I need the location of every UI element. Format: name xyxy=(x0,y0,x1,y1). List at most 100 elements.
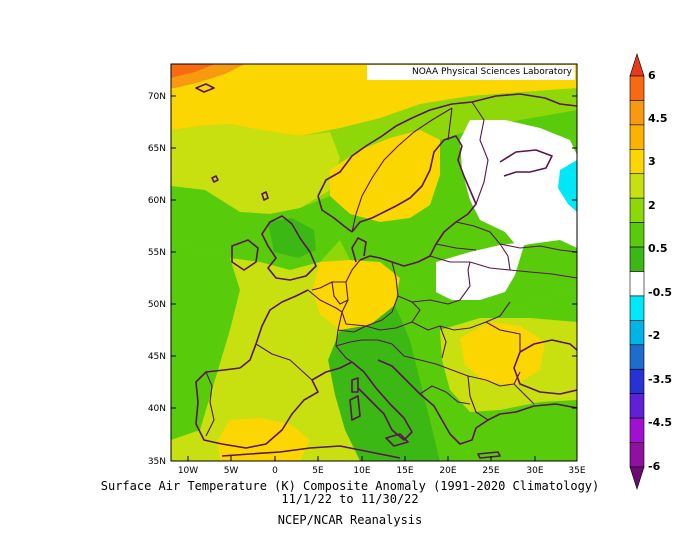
border-baltics xyxy=(429,221,501,263)
lon-label: 15E xyxy=(396,466,413,476)
coast-france-atlantic xyxy=(239,289,309,369)
colorbar-label: -3.5 xyxy=(648,373,672,386)
colorbar-label: -0.5 xyxy=(648,286,672,299)
colorbar-label: -4.5 xyxy=(648,416,672,429)
colorbar-swatch xyxy=(629,368,645,394)
coast-gulf-lion xyxy=(311,361,353,381)
map-frame xyxy=(170,63,578,462)
colorbar-min-arrow xyxy=(629,466,645,490)
lat-label: 50N xyxy=(148,300,166,310)
lon-label: 5W xyxy=(224,466,239,476)
lon-label: 5E xyxy=(312,466,324,476)
border-italy-north xyxy=(335,339,393,347)
colorbar-swatch xyxy=(629,197,645,223)
colorbar-swatch xyxy=(629,344,645,370)
colorbar-swatch xyxy=(629,295,645,321)
coast-white-sea xyxy=(499,149,553,177)
anomaly-zone-cyan-negative xyxy=(558,160,577,212)
lat-label: 35N xyxy=(148,457,166,467)
coast-shetland xyxy=(261,191,269,201)
anomaly-zone-italy-green xyxy=(328,305,440,461)
dataset-label: NCEP/NCAR Reanalysis xyxy=(277,513,423,527)
map-title: Surface Air Temperature (K) Composite An… xyxy=(100,479,600,493)
lon-label: 20E xyxy=(439,466,456,476)
border-balkans xyxy=(391,301,521,421)
lon-label: 35E xyxy=(568,466,585,476)
date-range: 11/1/22 to 11/30/22 xyxy=(281,492,419,506)
coast-adriatic xyxy=(377,359,443,421)
coast-faroe xyxy=(211,175,219,183)
anomaly-zone-central-europe-warm xyxy=(312,260,400,330)
lon-label: 10E xyxy=(353,466,370,476)
anomaly-zone-iberia-warm xyxy=(218,418,310,461)
anomaly-zone-north-warm xyxy=(171,64,577,136)
colorbar-label: 4.5 xyxy=(648,112,668,125)
lat-label: 60N xyxy=(148,196,166,206)
coast-greece xyxy=(441,411,517,445)
coast-corsica xyxy=(351,377,359,393)
border-sweden-finland xyxy=(447,107,453,141)
lat-label: 70N xyxy=(148,92,166,102)
colorbar-swatch xyxy=(629,246,645,272)
anomaly-zone-arctic-red xyxy=(171,64,215,78)
lat-label: 65N xyxy=(148,144,166,154)
border-benelux xyxy=(311,281,349,305)
latitude-labels: 70N 65N 60N 55N 50N 45N 40N 35N xyxy=(148,92,166,467)
coast-sweden-baltic xyxy=(351,135,477,233)
credit-label: NOAA Physical Sciences Laboratory xyxy=(367,65,575,80)
colorbar-swatch xyxy=(629,417,645,443)
colorbar-swatch xyxy=(629,393,645,419)
coast-blacksea xyxy=(513,339,577,395)
longitude-labels: 10W 5W 0 5E 10E 15E 20E 25E 30E 35E xyxy=(178,466,586,476)
colorbar-label: -2 xyxy=(648,329,660,342)
colorbar-label: 3 xyxy=(648,155,656,168)
lon-label: 25E xyxy=(482,466,499,476)
coast-iberia xyxy=(195,367,319,449)
colorbar-swatch xyxy=(629,124,645,150)
anomaly-zone-russia-neutral-south xyxy=(436,242,525,300)
coast-sicily xyxy=(385,433,409,447)
colorbar-swatch xyxy=(629,320,645,346)
coast-sardinia xyxy=(349,395,361,421)
lon-label: 30E xyxy=(526,466,543,476)
border-turkey xyxy=(513,383,535,405)
border-switzerland-austria xyxy=(337,301,421,333)
colorbar xyxy=(629,53,645,490)
anomaly-zone-uk-green xyxy=(268,218,316,258)
borders xyxy=(205,101,577,437)
colorbar-swatch xyxy=(629,222,645,248)
lat-label: 55N xyxy=(148,248,166,258)
colorbar-max-arrow xyxy=(629,53,645,77)
border-spain-portugal xyxy=(205,371,215,437)
colorbar-label: 6 xyxy=(648,69,656,82)
border-germany xyxy=(341,259,399,327)
colorbar-swatch xyxy=(629,173,645,199)
colorbar-label: 0.5 xyxy=(648,242,668,255)
colorbar-swatch xyxy=(629,271,645,297)
coast-crete xyxy=(477,451,501,459)
coast-baltic-east xyxy=(359,221,457,267)
border-ukraine xyxy=(469,261,577,352)
lon-label: 10W xyxy=(178,466,198,476)
border-poland xyxy=(391,261,471,305)
colorbar-swatch xyxy=(629,149,645,175)
anomaly-zone-north-norway xyxy=(171,124,340,214)
anomaly-zone-atlantic-green xyxy=(171,244,240,440)
coast-ireland xyxy=(231,239,259,271)
anomaly-zone-romania-warm xyxy=(460,322,545,385)
latitude-axis xyxy=(171,95,577,409)
longitude-axis xyxy=(187,456,578,461)
border-france xyxy=(255,289,353,381)
colorbar-swatch xyxy=(629,442,645,468)
colorbar-swatch xyxy=(629,75,645,101)
coast-norway-south xyxy=(317,195,353,233)
coast-italy xyxy=(351,361,413,441)
border-belarus xyxy=(499,243,577,271)
coast-denmark xyxy=(351,237,367,263)
border-finland-russia xyxy=(471,101,489,205)
border-norway-sweden xyxy=(351,107,453,233)
anomaly-zone-iberia-yellowgreen xyxy=(171,315,360,461)
anomaly-zone-russia-neutral xyxy=(436,120,577,300)
colorbar-labels: 6 4.5 3 2 0.5 -0.5 -2 -3.5 -4.5 -6 xyxy=(648,69,672,473)
colorbar-label: 2 xyxy=(648,199,656,212)
